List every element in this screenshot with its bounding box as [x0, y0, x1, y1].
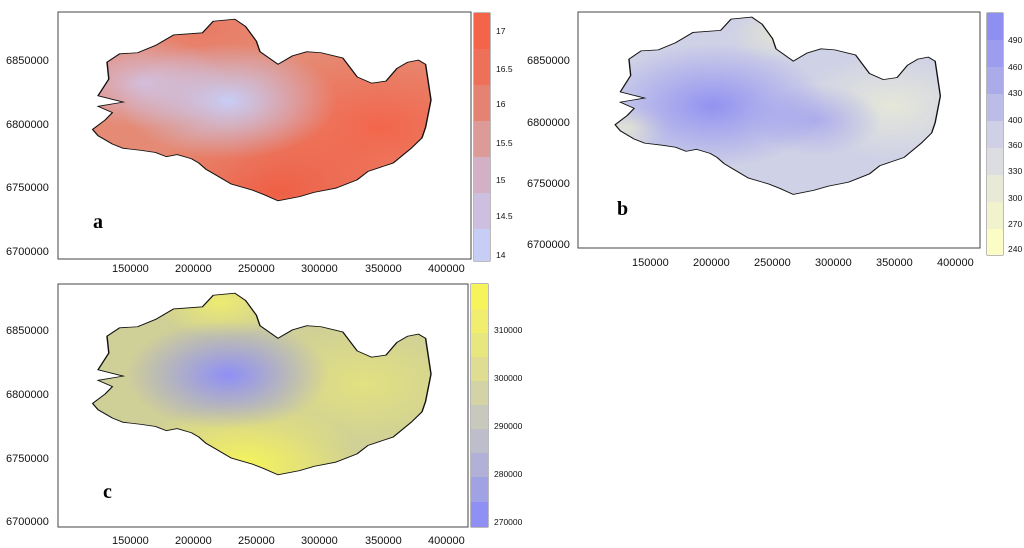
panel-b-x-tick: 350000: [876, 257, 913, 269]
panel-c-x-ticks: 150000 200000 250000 300000 350000 40000…: [112, 535, 465, 547]
panel-b-label: b: [617, 198, 628, 220]
panel-b-colorbar-tick: 430: [1008, 88, 1022, 98]
panel-a-x-tick: 150000: [112, 263, 149, 275]
panel-a-colorbar-tick: 15.5: [496, 138, 513, 148]
colorbar-segment: [471, 405, 488, 429]
colorbar-segment: [471, 502, 488, 527]
panel-b-x-ticks: 150000 200000 250000 300000 350000 40000…: [632, 257, 974, 269]
panel-a-x-tick: 350000: [365, 263, 402, 275]
panel-c-y-tick: 6750000: [6, 453, 49, 465]
panel-b-x-tick: 400000: [937, 257, 974, 269]
panel-c-y-tick: 6800000: [6, 389, 49, 401]
panel-a-frame: [57, 11, 472, 260]
panel-b-y-tick: 6700000: [527, 239, 570, 251]
panel-b-x-tick: 200000: [693, 257, 730, 269]
panel-c-y-tick: 6700000: [6, 516, 49, 528]
panel-a-y-tick: 6750000: [6, 182, 49, 194]
panel-b-colorbar-tick: 300: [1008, 193, 1022, 203]
colorbar-segment: [987, 94, 1003, 121]
panel-a-x-tick: 250000: [238, 263, 275, 275]
panel-a-y-ticks: 6700000 6750000 6800000 6850000: [6, 55, 49, 258]
panel-b-y-tick: 6850000: [527, 55, 570, 67]
panel-c-y-ticks: 6700000 6750000 6800000 6850000: [6, 325, 49, 528]
colorbar-segment: [474, 13, 490, 49]
panel-a-x-tick: 200000: [175, 263, 212, 275]
panel-c-map: [93, 293, 431, 475]
panel-a-x-tick: 300000: [301, 263, 338, 275]
panel-b-x-tick: 300000: [815, 257, 852, 269]
panel-b-colorbar-tick: 460: [1008, 62, 1022, 72]
panel-a-map: [93, 19, 431, 201]
colorbar-segment: [987, 175, 1003, 202]
panel-b-colorbar-tick: 330: [1008, 166, 1022, 176]
panel-b-y-tick: 6800000: [527, 117, 570, 129]
panel-a-colorbar-tick: 14.5: [496, 211, 513, 221]
colorbar-segment: [987, 229, 1003, 255]
panel-b-x-tick: 150000: [632, 257, 669, 269]
colorbar-segment: [471, 357, 488, 381]
colorbar-segment: [471, 309, 488, 333]
colorbar-segment: [987, 13, 1003, 40]
colorbar-segment: [471, 453, 488, 477]
panel-b-x-tick: 250000: [754, 257, 791, 269]
panel-b-y-ticks: 6700000 6750000 6800000 6850000: [527, 55, 570, 251]
panel-a-colorbar-tick: 17: [496, 26, 506, 36]
colorbar-segment: [987, 40, 1003, 67]
panel-a-colorbar-tick: 16.5: [496, 64, 513, 74]
colorbar-segment: [474, 49, 490, 85]
panel-a-y-tick: 6800000: [6, 119, 49, 131]
colorbar-segment: [987, 148, 1003, 175]
panel-b-colorbar-tick: 270: [1008, 219, 1022, 229]
colorbar-segment: [987, 202, 1003, 229]
panel-b-colorbar: 490 460 430 400 360 330 300 270 240: [986, 12, 1022, 256]
panel-c-frame: [57, 283, 469, 528]
panel-a-y-tick: 6700000: [6, 246, 49, 258]
panel-c-colorbar-tick: 310000: [494, 325, 523, 335]
colorbar-segment: [474, 229, 490, 261]
panel-b-colorbar-tick: 400: [1008, 115, 1022, 125]
panel-a-y-tick: 6850000: [6, 55, 49, 67]
panel-b: b 150000 200000 250000 300000 350000 400…: [527, 12, 1022, 269]
colorbar-segment: [471, 333, 488, 357]
panel-a-colorbar-tick: 16: [496, 99, 506, 109]
colorbar-segment: [471, 381, 488, 405]
panel-a-label: a: [93, 211, 103, 233]
panel-b-colorbar-tick: 240: [1008, 244, 1022, 254]
panel-c-x-tick: 400000: [428, 535, 465, 547]
panel-a-colorbar: 17 16.5 16 15.5 15 14.5 14: [473, 12, 513, 262]
panel-c-colorbar-tick: 270000: [494, 517, 523, 527]
panel-c-y-tick: 6850000: [6, 325, 49, 337]
panel-b-y-tick: 6750000: [527, 178, 570, 190]
panel-c-colorbar: 310000 300000 290000 280000 270000: [470, 283, 523, 528]
panel-a-colorbar-tick: 14: [496, 250, 506, 260]
panel-a-colorbar-tick: 15: [496, 175, 506, 185]
panel-c-x-tick: 150000: [112, 535, 149, 547]
panel-a-x-tick: 400000: [428, 263, 465, 275]
panel-a-x-ticks: 150000 200000 250000 300000 350000 40000…: [112, 263, 465, 275]
panel-c-x-tick: 200000: [175, 535, 212, 547]
colorbar-segment: [474, 157, 490, 193]
panel-b-colorbar-tick: 360: [1008, 140, 1022, 150]
panel-c-label: c: [103, 481, 112, 503]
panel-c-x-tick: 350000: [365, 535, 402, 547]
colorbar-segment: [987, 121, 1003, 148]
panel-c-colorbar-tick: 290000: [494, 421, 523, 431]
colorbar-segment: [474, 121, 490, 157]
panel-a: a 150000 200000 250000 300000 350000 400…: [6, 12, 513, 275]
colorbar-segment: [474, 85, 490, 121]
panel-c-x-tick: 250000: [238, 535, 275, 547]
colorbar-segment: [471, 477, 488, 502]
panel-c-colorbar-tick: 300000: [494, 373, 523, 383]
colorbar-segment: [471, 429, 488, 453]
panel-b-map: [615, 17, 940, 194]
colorbar-segment: [987, 67, 1003, 94]
colorbar-segment: [474, 193, 490, 229]
panel-b-colorbar-tick: 490: [1008, 35, 1022, 45]
panel-c-x-tick: 300000: [301, 535, 338, 547]
panel-c-colorbar-tick: 280000: [494, 469, 523, 479]
colorbar-segment: [471, 284, 488, 309]
panel-b-frame: [577, 11, 981, 249]
panel-c: c 150000 200000 250000 300000 350000 400…: [6, 284, 523, 547]
